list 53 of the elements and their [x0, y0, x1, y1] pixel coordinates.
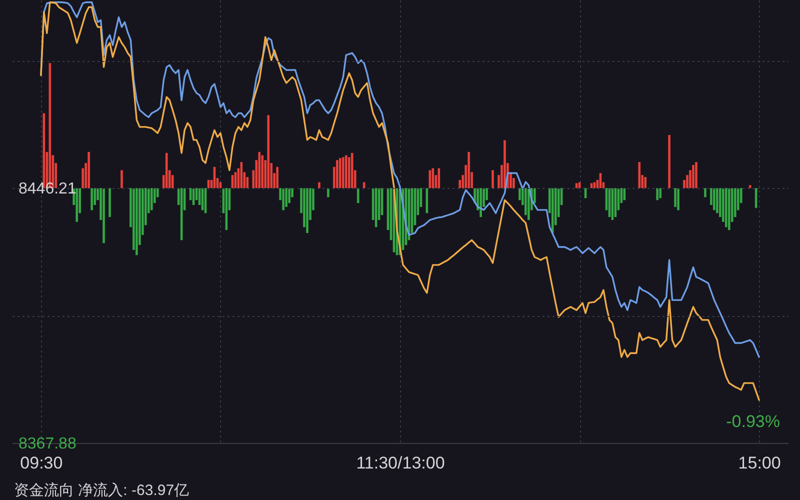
- bar: [306, 188, 308, 233]
- bar: [336, 160, 338, 188]
- bar: [288, 188, 290, 204]
- bar: [282, 188, 284, 210]
- bar: [276, 166, 278, 188]
- x-tick-label: 11:30/13:00: [356, 454, 445, 472]
- bar: [327, 188, 330, 198]
- bar: [713, 188, 716, 210]
- bar: [344, 155, 348, 188]
- y-tick-label: 8367.88: [18, 436, 76, 452]
- bar: [728, 188, 730, 230]
- bar: [318, 182, 320, 188]
- bar: [356, 188, 360, 204]
- bar: [267, 115, 270, 188]
- bar: [695, 162, 698, 188]
- bar: [716, 188, 718, 214]
- bar: [644, 177, 647, 188]
- bar: [76, 188, 78, 222]
- x-tick-label: 09:30: [20, 454, 63, 472]
- bar: [348, 157, 350, 188]
- bar: [656, 188, 658, 200]
- bar: [468, 152, 470, 188]
- bar: [165, 152, 168, 188]
- bar: [102, 188, 105, 244]
- bar: [480, 188, 482, 218]
- bar: [136, 188, 138, 256]
- bar: [659, 188, 662, 198]
- bar: [704, 188, 706, 198]
- bar: [342, 157, 344, 188]
- bar: [150, 188, 153, 210]
- bar: [692, 164, 694, 188]
- bar: [285, 188, 288, 207]
- x-tick-label: 15:00: [738, 454, 781, 472]
- bar: [504, 140, 506, 188]
- bar: [638, 162, 641, 188]
- bar: [88, 152, 90, 188]
- bar: [674, 188, 676, 207]
- bar: [677, 188, 680, 210]
- bar: [725, 188, 728, 228]
- bar: [120, 170, 123, 188]
- bar: [108, 188, 111, 218]
- bar: [350, 152, 354, 188]
- bar: [551, 188, 554, 233]
- annotation: -0.93%: [726, 412, 780, 431]
- bar: [492, 170, 494, 188]
- bar: [261, 155, 264, 188]
- bar: [438, 168, 440, 188]
- bar: [528, 188, 530, 220]
- text: 资金流向 净流入: -63.97亿: [14, 482, 190, 499]
- bar: [668, 135, 670, 188]
- bar: [90, 188, 93, 210]
- bar: [258, 152, 261, 188]
- bar: [339, 158, 342, 188]
